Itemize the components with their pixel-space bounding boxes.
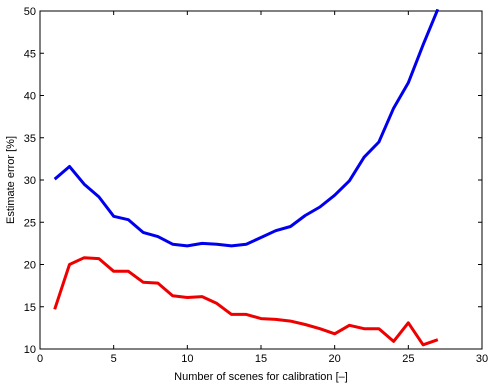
plot-frame: [39, 10, 483, 350]
series-line-1: [53, 9, 440, 248]
x-tick-label: 15: [255, 353, 267, 365]
x-tick-label: 0: [37, 353, 43, 365]
x-axis-label: Number of scenes for calibration [–]: [174, 371, 348, 383]
y-tick-label: 15: [24, 302, 36, 314]
y-tick-label: 40: [24, 91, 36, 103]
plot-area: [39, 10, 483, 350]
x-tick-label: 5: [111, 353, 117, 365]
y-tick-label: 20: [24, 260, 36, 272]
ticks-layer: 0 5 10 15 20 25 30 10 15 20 25 30 35 40 45 50: [24, 6, 488, 365]
y-tick-label: 30: [24, 175, 36, 187]
x-tick-label: 25: [402, 353, 414, 365]
x-tick-label: 20: [329, 353, 341, 365]
series-line-2: [53, 256, 439, 347]
y-tick-label: 45: [24, 48, 36, 60]
y-tick-label: 10: [24, 344, 36, 356]
y-tick-label: 25: [24, 217, 36, 229]
y-tick-label: 50: [24, 6, 36, 18]
x-tick-label: 30: [476, 353, 488, 365]
y-axis-label: Estimate error [%]: [5, 136, 17, 224]
x-tick-label: 10: [181, 353, 193, 365]
series-layer: [53, 9, 440, 347]
y-tick-label: 35: [24, 133, 36, 145]
